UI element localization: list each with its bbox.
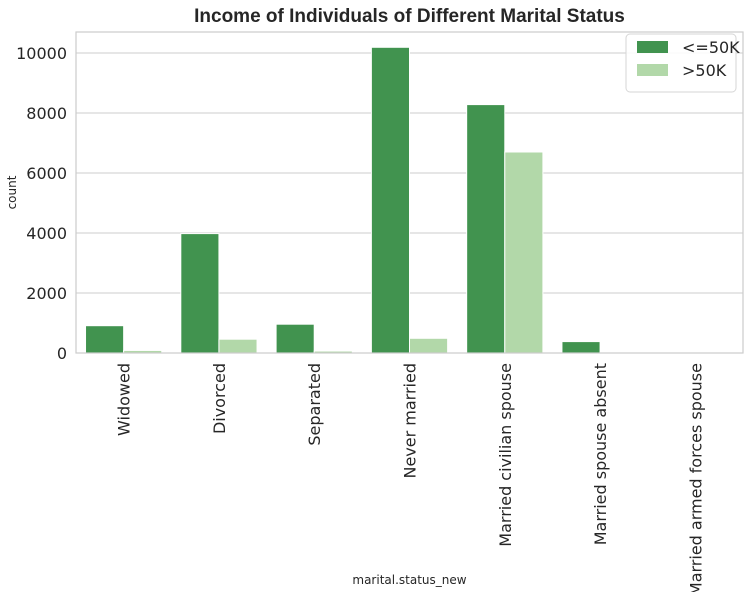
bar (561, 341, 601, 354)
x-tick-label: Never married (401, 363, 420, 479)
x-tick-label: Married spouse absent (591, 363, 610, 545)
x-tick-label: Married armed forces spouse (686, 363, 705, 592)
chart-title: Income of Individuals of Different Marit… (194, 6, 625, 27)
plot-frame (75, 31, 744, 354)
y-tick-label: 8000 (26, 104, 67, 123)
x-tick-label: Married civilian spouse (496, 363, 515, 547)
legend-label: >50K (682, 61, 727, 80)
y-tick-label: 4000 (26, 224, 67, 243)
legend-swatch (637, 41, 668, 53)
y-tick-label: 6000 (26, 164, 67, 183)
y-tick-label: 10000 (16, 44, 67, 63)
y-tick-label: 0 (57, 344, 67, 363)
legend-swatch (637, 64, 668, 76)
legend: <=50K >50K (625, 33, 740, 93)
x-tick-label: Divorced (210, 363, 229, 434)
bar (504, 151, 544, 354)
bar (466, 104, 506, 354)
x-axis-label: marital.status_new (352, 573, 466, 587)
bar (180, 233, 220, 354)
y-tick-label: 2000 (26, 284, 67, 303)
x-tick-label: Widowed (115, 363, 134, 436)
bar (370, 46, 410, 354)
legend-label: <=50K (682, 38, 740, 57)
y-tick-labels: 0 2000 4000 6000 8000 10000 (16, 44, 67, 363)
bar (218, 338, 258, 354)
bars (85, 46, 734, 354)
bar (409, 337, 449, 354)
y-axis-label: count (5, 175, 19, 209)
x-tick-labels: Widowed Divorced Separated Never married Mar… (115, 363, 706, 592)
x-tick-label: Separated (305, 363, 324, 446)
bar (85, 325, 125, 354)
bar (275, 323, 315, 354)
